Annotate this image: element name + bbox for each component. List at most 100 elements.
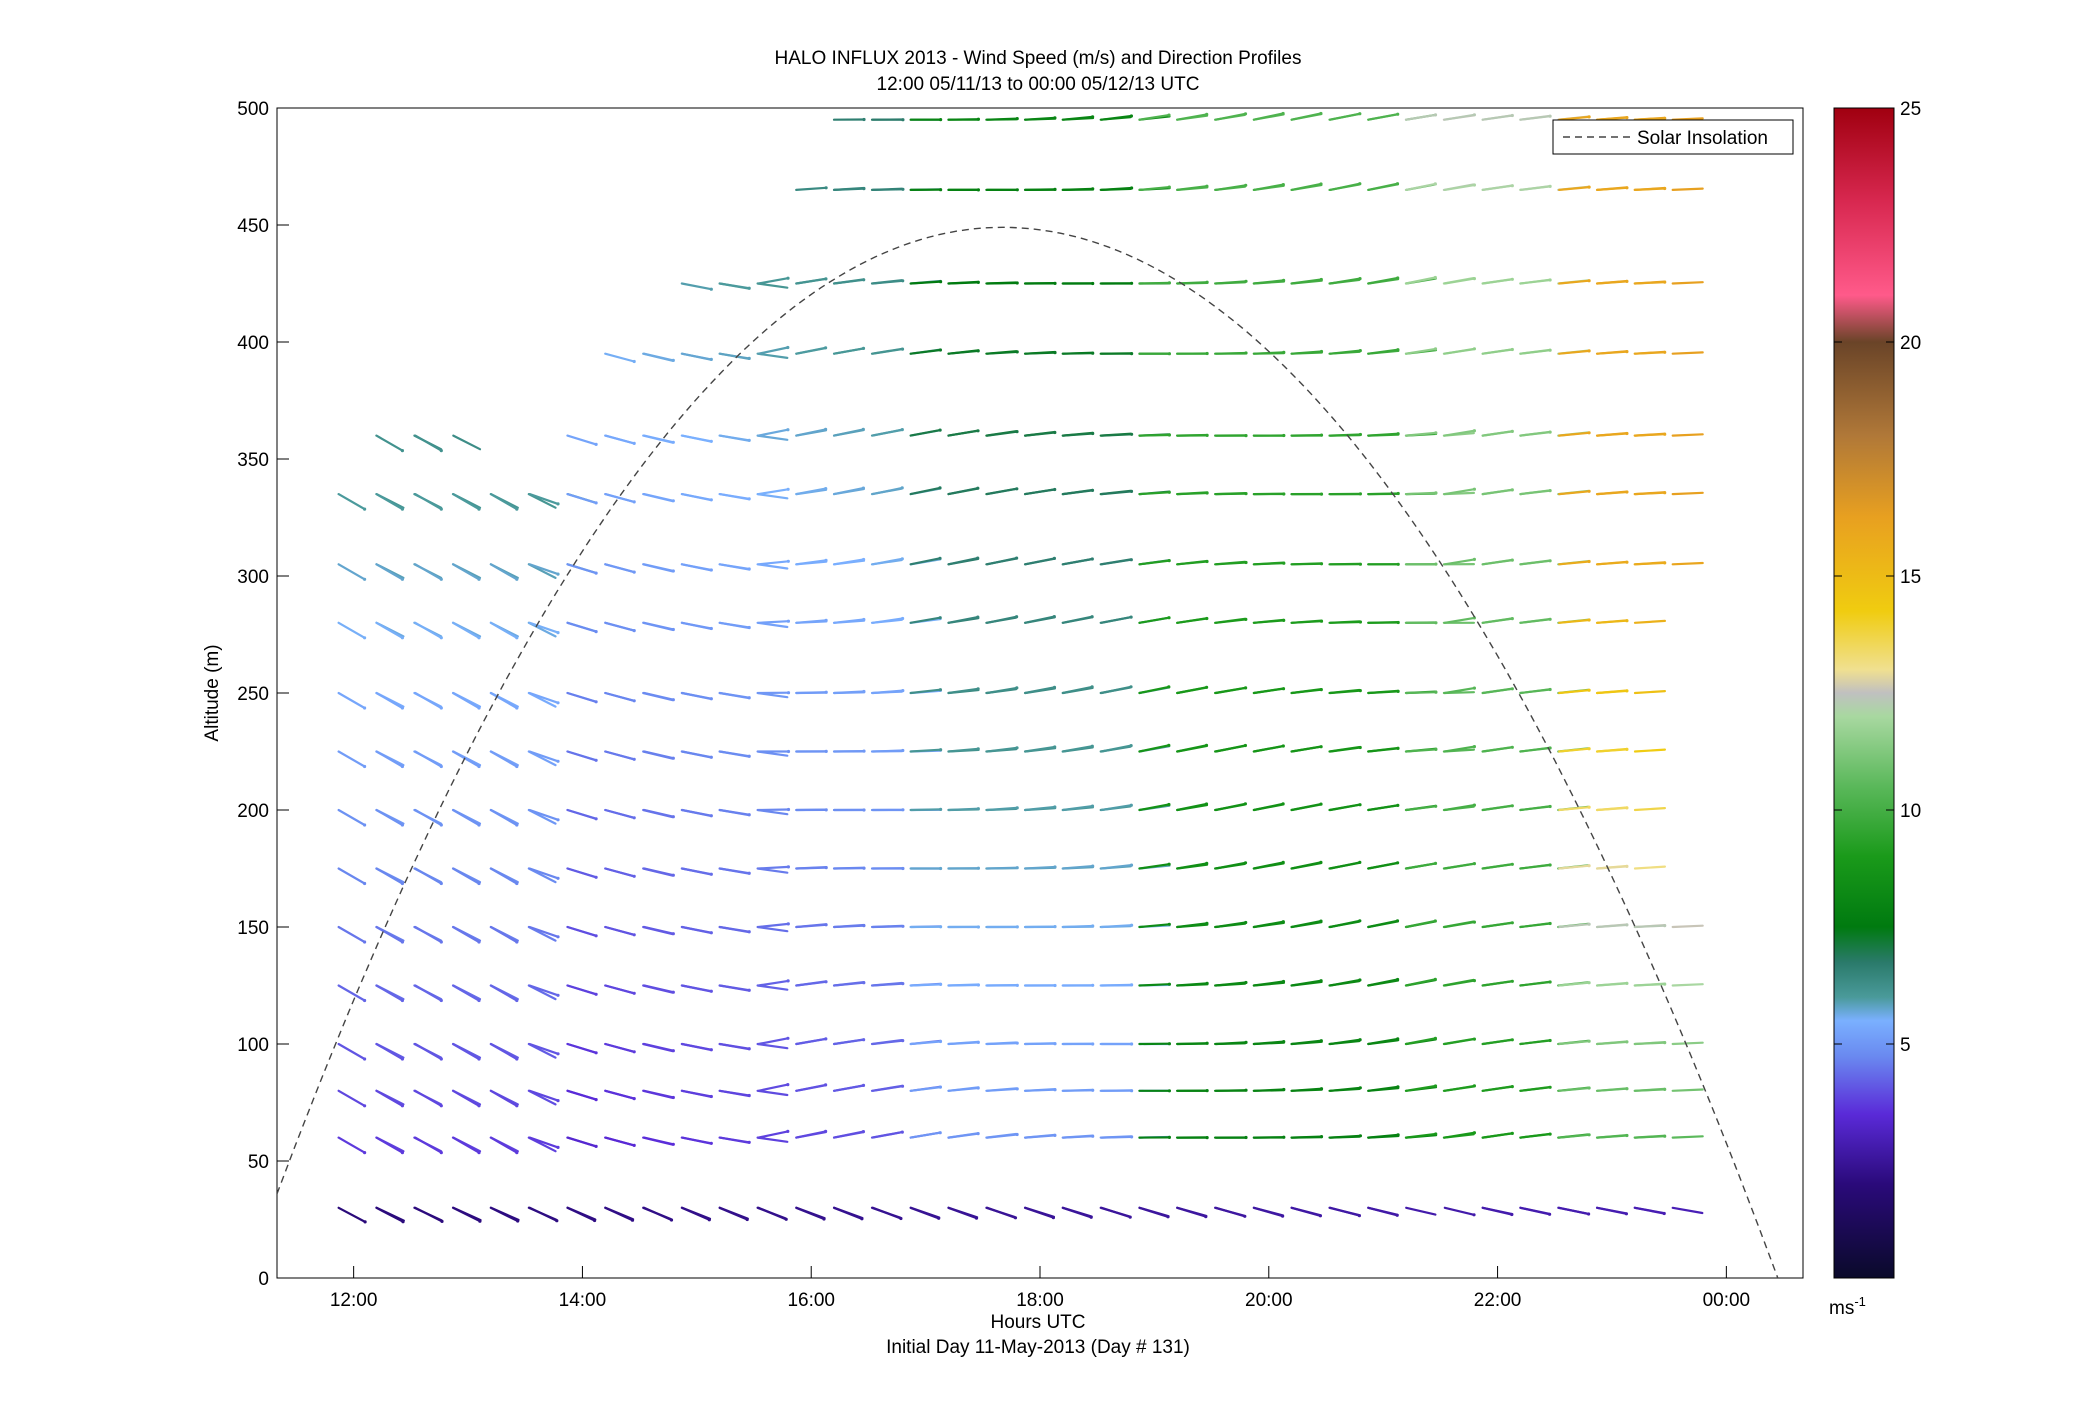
wind-barb [1214, 981, 1248, 987]
wind-barb [986, 1041, 1019, 1046]
wind-barb-head [515, 1057, 519, 1061]
wind-barb-head [1510, 558, 1514, 562]
wind-barb-head [938, 688, 943, 692]
wind-barb-head [1319, 111, 1323, 116]
colorbar-tick-label: 15 [1900, 567, 1921, 588]
wind-barb [1175, 560, 1209, 566]
wind-barb-head [938, 348, 943, 352]
wind-barb [528, 493, 560, 505]
wind-barb [795, 923, 828, 929]
wind-barb-head [707, 1218, 711, 1222]
wind-barb-head [1548, 687, 1552, 692]
wind-barb-head [786, 922, 790, 926]
wind-barb-head [824, 277, 828, 281]
wind-barb-head [1205, 184, 1209, 188]
wind-barb-head [1358, 860, 1362, 865]
wind-barb [604, 1136, 636, 1147]
wind-barb-head [824, 749, 828, 754]
wind-barb-head [1244, 686, 1248, 690]
wind-barb [1519, 618, 1552, 624]
wind-barb-head [1205, 351, 1209, 356]
wind-barb [795, 1130, 827, 1139]
wind-barb [1214, 1089, 1248, 1092]
wind-barb [1138, 1206, 1170, 1218]
wind-barb [528, 925, 560, 938]
wind-barb [528, 1206, 558, 1222]
wind-barb [414, 808, 443, 827]
wind-barb-head [1510, 745, 1514, 749]
wind-barb-head [1587, 559, 1591, 564]
wind-barb-head [1130, 281, 1134, 285]
wind-barb-head [786, 807, 791, 812]
wind-barb [1100, 433, 1133, 437]
wind-barb [1175, 185, 1209, 191]
wind-barb-head [1472, 745, 1476, 749]
wind-barb [756, 493, 789, 500]
wind-barb [1175, 802, 1208, 812]
legend-label: Solar Insolation [1637, 128, 1768, 149]
wind-barb-head [1548, 489, 1552, 493]
wind-barb [1214, 1041, 1248, 1046]
wind-barb [718, 1089, 751, 1097]
wind-barb [718, 691, 751, 699]
wind-barb-head [1090, 488, 1095, 492]
wind-barb-head [1129, 863, 1134, 867]
wind-barb [337, 1042, 366, 1061]
wind-barb [566, 563, 598, 575]
wind-barb [871, 982, 904, 987]
wind-barb-head [1167, 1089, 1171, 1093]
wind-barb-head [1015, 350, 1019, 354]
wind-barb-head [1358, 432, 1362, 437]
wind-barb-head [824, 980, 828, 984]
wind-barb [642, 1042, 675, 1052]
wind-barb [947, 281, 980, 285]
wind-barb-head [709, 626, 713, 631]
wind-barb-head [1130, 186, 1134, 190]
wind-barb-head [669, 1218, 674, 1222]
wind-barb [1443, 803, 1476, 812]
wind-barb-head [939, 982, 943, 987]
wind-barb [832, 1206, 864, 1220]
wind-barb [1595, 865, 1629, 870]
wind-barb [947, 429, 980, 437]
wind-barb-head [556, 1145, 560, 1149]
wind-barb [909, 983, 942, 987]
wind-barb [947, 556, 979, 566]
wind-barb-head [862, 617, 866, 622]
wind-barb-head [1510, 1085, 1514, 1089]
wind-barb [1404, 182, 1437, 191]
wind-barb-head [976, 117, 981, 121]
wind-barb [871, 1039, 904, 1046]
wind-barb [757, 1206, 788, 1221]
wind-barb-head [1587, 922, 1591, 926]
wind-barb-head [594, 992, 598, 996]
wind-barb [1633, 491, 1666, 496]
wind-barb [680, 352, 713, 361]
wind-barb [604, 984, 636, 995]
wind-barb [375, 808, 404, 827]
wind-barb-head [1510, 1212, 1514, 1217]
wind-barb-head [824, 923, 828, 927]
wind-barb [489, 621, 518, 639]
chart-subtitle: 12:00 05/11/13 to 00:00 05/12/13 UTC [877, 74, 1200, 95]
wind-barb-head [515, 881, 519, 886]
wind-barb-head [515, 998, 519, 1003]
wind-barb [337, 1136, 366, 1154]
wind-barb-head [1319, 1135, 1324, 1139]
wind-barb [718, 282, 751, 290]
wind-barb-head [1319, 1039, 1323, 1043]
wind-barb [718, 563, 751, 571]
wind-barb [1329, 861, 1361, 870]
wind-barb-head [1053, 187, 1057, 191]
wind-barb-head [671, 990, 675, 994]
wind-barb-head [938, 1131, 942, 1135]
wind-barb-head [1548, 863, 1552, 867]
wind-barb [1633, 1041, 1666, 1046]
wind-barb [566, 750, 598, 762]
wind-barb-head [786, 487, 790, 491]
wind-barb [986, 746, 1019, 753]
wind-barb-head [400, 636, 404, 640]
wind-barb [718, 1136, 751, 1144]
wind-barb-head [901, 982, 905, 986]
wind-barb [1214, 280, 1248, 285]
